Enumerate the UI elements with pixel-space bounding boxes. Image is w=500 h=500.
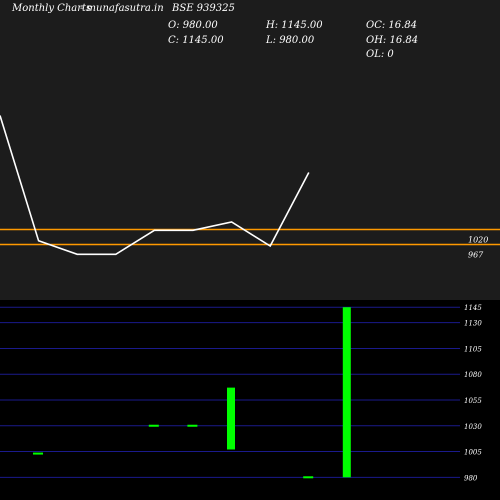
level-label-2: 967 <box>468 251 484 260</box>
y-tick-label: 1130 <box>464 320 482 328</box>
high-value: H: 1145.00 <box>266 20 323 31</box>
oc-value: OC: 16.84 <box>366 20 418 31</box>
bar <box>303 476 314 479</box>
oh-value: OH: 16.84 <box>366 35 419 46</box>
y-tick-label: 1005 <box>464 449 482 457</box>
site-name: - munafasutra.in <box>80 3 164 14</box>
symbol-label: BSE 939325 <box>172 3 235 14</box>
bar <box>227 387 235 450</box>
price-line-series <box>0 115 310 256</box>
y-tick-label: 1055 <box>464 397 482 405</box>
bar <box>187 424 198 427</box>
upper-panel <box>0 0 500 300</box>
low-value: L: 980.00 <box>266 35 315 46</box>
y-tick-label: 1145 <box>464 304 482 312</box>
bar-series <box>33 307 351 479</box>
y-tick-label: 1030 <box>464 423 482 431</box>
y-tick-label: 1080 <box>464 371 482 379</box>
open-value: O: 980.00 <box>168 20 218 31</box>
y-tick-label: 1105 <box>464 345 482 353</box>
level-label-1: 1020 <box>468 236 488 245</box>
bar <box>33 452 43 455</box>
close-value: C: 1145.00 <box>168 35 224 46</box>
price-line <box>0 115 310 256</box>
brand-title: Monthly Charts <box>12 3 92 14</box>
ol-value: OL: 0 <box>366 49 394 60</box>
bar <box>148 424 159 427</box>
level-lines: 1020 967 <box>0 228 500 260</box>
bar <box>342 307 351 478</box>
y-tick-label: 980 <box>464 474 478 482</box>
